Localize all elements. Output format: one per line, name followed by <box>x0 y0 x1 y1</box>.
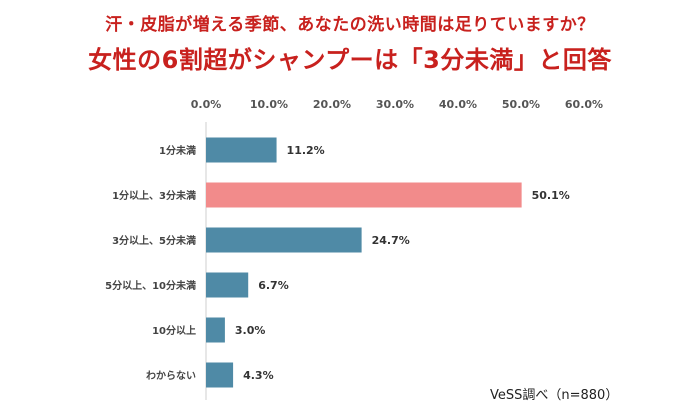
x-tick-label: 30.0% <box>376 98 414 111</box>
x-tick-label: 10.0% <box>250 98 288 111</box>
x-tick-label: 60.0% <box>565 98 603 111</box>
bar <box>206 137 277 163</box>
data-label: 6.7% <box>258 279 289 292</box>
data-label: 50.1% <box>532 189 570 202</box>
category-label: 10分以上 <box>152 324 196 337</box>
bar <box>206 362 234 388</box>
category-label: 5分以上、10分未満 <box>105 279 196 292</box>
x-tick-label: 40.0% <box>439 98 477 111</box>
chart-subtitle: 汗・皮脂が増える季節、あなたの洗い時間は足りていますか？ <box>105 15 595 35</box>
source-note: VeSS調べ（n=880） <box>490 388 619 403</box>
x-tick-label: 20.0% <box>313 98 351 111</box>
x-tick-label: 50.0% <box>502 98 540 111</box>
bar <box>206 182 522 208</box>
bar <box>206 317 225 343</box>
category-label: 3分以上、5分未満 <box>112 234 196 247</box>
x-tick-label: 0.0% <box>191 98 222 111</box>
chart-title: 女性の6割超がシャンプーは「3分未満」と回答 <box>88 46 612 74</box>
bar <box>206 227 362 253</box>
data-label: 3.0% <box>235 324 266 337</box>
data-label: 4.3% <box>243 369 274 382</box>
bar <box>206 272 249 298</box>
category-label: 1分以上、3分未満 <box>112 189 196 202</box>
category-label: わからない <box>146 370 196 382</box>
data-label: 11.2% <box>287 144 325 157</box>
category-label: 1分未満 <box>159 144 196 157</box>
data-label: 24.7% <box>372 234 410 247</box>
